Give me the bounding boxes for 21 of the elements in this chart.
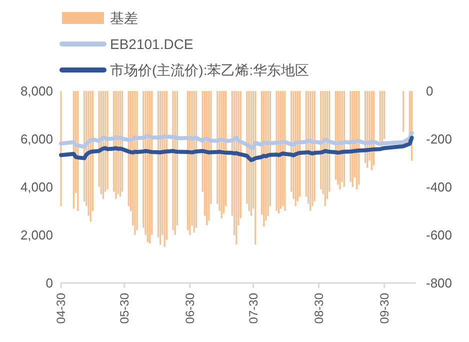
y2-tick-label: -200	[426, 132, 452, 146]
y2-tick-label: -600	[426, 228, 452, 242]
y2-tick-label: 0	[426, 84, 434, 98]
legend-label: EB2101.DCE	[110, 36, 194, 52]
x-tick-label: 04-30	[54, 292, 68, 324]
legend-label: 基差	[110, 10, 138, 26]
y2-tick-label: -800	[426, 276, 452, 290]
y-tick-label: 8,000	[20, 84, 53, 98]
line-series	[59, 131, 414, 150]
x-tick-label: 05-30	[117, 292, 132, 324]
x-tick-label: 08-30	[312, 292, 326, 324]
legend-label: 市场价(主流价):苯乙烯:华东地区	[110, 62, 310, 78]
line-series	[59, 136, 414, 162]
x-tick-label: 09-30	[377, 292, 392, 324]
y-tick-label: 0	[46, 276, 53, 290]
y-tick-label: 4,000	[20, 180, 53, 194]
x-tick-label: 06-30	[182, 292, 197, 324]
y2-tick-label: -400	[426, 180, 452, 194]
x-tick-label: 07-30	[246, 292, 260, 324]
y-tick-label: 6,000	[20, 132, 53, 146]
y-tick-label: 2,000	[20, 228, 53, 242]
